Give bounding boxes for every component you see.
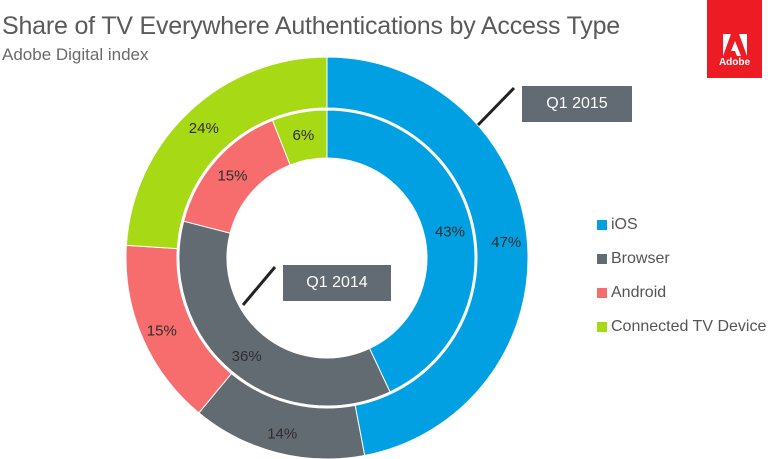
inner-ring-label-connected-tv-device: 6% — [293, 127, 315, 144]
legend-label-connected-tv: Connected TV Device — [611, 318, 767, 335]
inner-ring-slice-connected-tv-device — [271, 109, 328, 166]
adobe-logo: Adobe — [707, 0, 762, 78]
legend-item-ios: iOS — [597, 215, 638, 235]
outer-ring-label-ios: 47% — [491, 234, 521, 251]
outer-ring-label-connected-tv-device: 24% — [189, 120, 219, 137]
inner-ring-label-ios: 43% — [435, 224, 465, 241]
legend-label-ios: iOS — [611, 216, 638, 233]
legend-item-android: Android — [597, 283, 666, 303]
callout-pointer-q1-2015 — [476, 86, 516, 127]
outer-ring-label-android: 15% — [147, 322, 177, 339]
legend-item-connected-tv: Connected TV Device — [597, 317, 766, 337]
callout-pointer-q1-2014 — [241, 266, 277, 306]
inner-ring-slice-browser — [178, 220, 391, 407]
chart-title: Share of TV Everywhere Authentications b… — [2, 12, 620, 40]
callout-q1-2015: Q1 2015 — [522, 86, 632, 122]
legend-swatch-connected-tv — [597, 322, 607, 332]
legend-item-browser: Browser — [597, 249, 670, 269]
outer-ring-slice-ios — [326, 56, 529, 457]
chart-subtitle: Adobe Digital index — [2, 45, 149, 64]
legend-swatch-android — [597, 288, 607, 298]
legend-swatch-ios — [597, 220, 607, 230]
outer-ring-label-browser: 14% — [267, 425, 297, 442]
legend-label-browser: Browser — [611, 250, 670, 267]
callout-q1-2014: Q1 2014 — [283, 265, 391, 301]
outer-ring-slice-connected-tv-device — [125, 56, 328, 250]
inner-ring-label-browser: 36% — [232, 348, 262, 365]
inner-ring-slice-ios — [326, 109, 476, 393]
legend-label-android: Android — [611, 284, 667, 301]
inner-ring-label-android: 15% — [217, 168, 247, 185]
adobe-logo-text: Adobe — [718, 57, 751, 68]
adobe-a-icon — [723, 34, 747, 56]
legend-swatch-browser — [597, 254, 607, 264]
